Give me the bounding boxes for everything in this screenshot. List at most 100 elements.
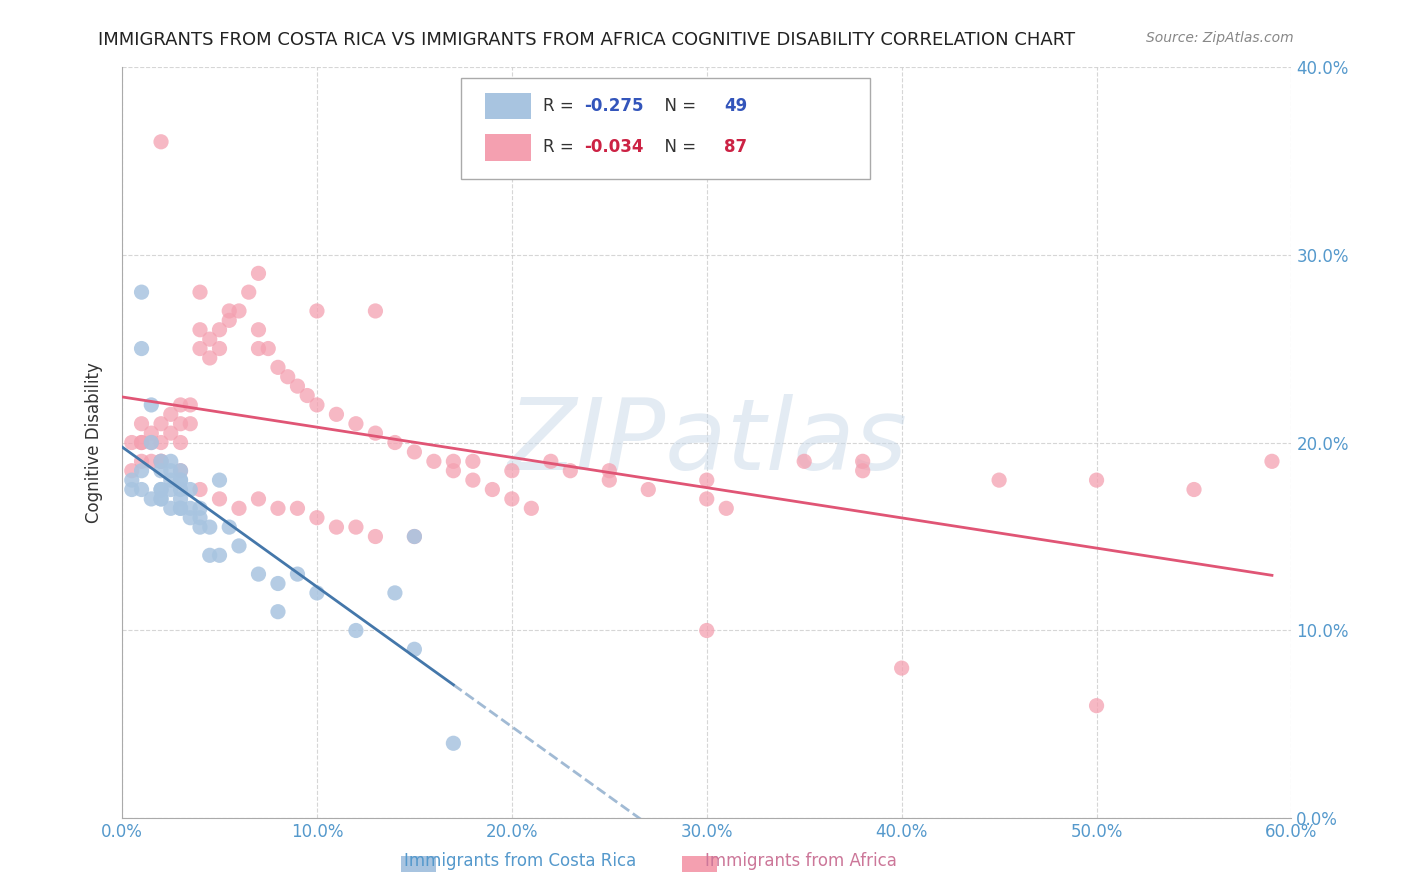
Point xyxy=(169,464,191,478)
Point xyxy=(228,304,250,318)
Point xyxy=(188,342,211,356)
Point xyxy=(852,454,875,468)
Point xyxy=(169,473,191,487)
Point xyxy=(131,417,153,431)
Point xyxy=(890,661,912,675)
FancyBboxPatch shape xyxy=(485,93,531,120)
Point xyxy=(344,520,367,534)
Point xyxy=(131,342,153,356)
Point xyxy=(198,351,221,365)
Point xyxy=(1182,483,1205,497)
Point xyxy=(159,473,181,487)
Point xyxy=(159,464,181,478)
Point xyxy=(150,435,173,450)
Point xyxy=(257,342,280,356)
Point xyxy=(188,483,211,497)
Point xyxy=(169,473,191,487)
Point xyxy=(188,520,211,534)
Point xyxy=(267,360,290,375)
Point xyxy=(150,417,173,431)
Text: Source: ZipAtlas.com: Source: ZipAtlas.com xyxy=(1146,31,1294,45)
Point xyxy=(247,266,270,280)
Point xyxy=(131,285,153,300)
Text: N =: N = xyxy=(654,138,702,156)
Point xyxy=(169,501,191,516)
Point xyxy=(228,501,250,516)
Point xyxy=(344,417,367,431)
Point xyxy=(441,736,464,750)
FancyBboxPatch shape xyxy=(485,135,531,161)
Point xyxy=(267,605,290,619)
Point xyxy=(305,586,328,600)
Point xyxy=(696,473,718,487)
Point xyxy=(384,586,406,600)
Point xyxy=(404,642,426,657)
Point xyxy=(150,483,173,497)
Point xyxy=(159,483,181,497)
Point xyxy=(404,529,426,543)
Point xyxy=(364,426,387,441)
Point xyxy=(198,520,221,534)
Point xyxy=(287,567,309,582)
Point xyxy=(716,501,738,516)
Point xyxy=(305,398,328,412)
Point xyxy=(364,529,387,543)
Point xyxy=(238,285,260,300)
Point xyxy=(150,483,173,497)
Point xyxy=(208,491,231,506)
Point xyxy=(179,501,201,516)
Point xyxy=(560,464,582,478)
Point xyxy=(150,135,173,149)
Point xyxy=(141,426,163,441)
Point xyxy=(404,445,426,459)
Point xyxy=(540,454,562,468)
Point xyxy=(441,454,464,468)
Point xyxy=(696,491,718,506)
Point xyxy=(141,435,163,450)
Point xyxy=(404,529,426,543)
Text: -0.034: -0.034 xyxy=(583,138,644,156)
Point xyxy=(198,549,221,563)
Point xyxy=(208,473,231,487)
Point xyxy=(150,454,173,468)
Point xyxy=(141,454,163,468)
Point xyxy=(988,473,1011,487)
Text: 49: 49 xyxy=(724,96,748,115)
Point xyxy=(461,454,484,468)
Text: IMMIGRANTS FROM COSTA RICA VS IMMIGRANTS FROM AFRICA COGNITIVE DISABILITY CORREL: IMMIGRANTS FROM COSTA RICA VS IMMIGRANTS… xyxy=(98,31,1076,49)
Point xyxy=(218,313,240,327)
Point xyxy=(520,501,543,516)
Point xyxy=(169,464,191,478)
Point xyxy=(364,304,387,318)
Point xyxy=(179,398,201,412)
Point xyxy=(150,491,173,506)
Text: R =: R = xyxy=(543,96,579,115)
Y-axis label: Cognitive Disability: Cognitive Disability xyxy=(86,362,103,523)
Point xyxy=(501,491,523,506)
Point xyxy=(247,567,270,582)
Point xyxy=(218,520,240,534)
Point xyxy=(179,483,201,497)
Text: N =: N = xyxy=(654,96,702,115)
Point xyxy=(305,304,328,318)
Point xyxy=(150,454,173,468)
Point xyxy=(131,435,153,450)
Point xyxy=(131,454,153,468)
Point xyxy=(325,408,347,422)
Point xyxy=(598,473,620,487)
Text: Immigrants from Costa Rica: Immigrants from Costa Rica xyxy=(404,852,637,870)
Point xyxy=(228,539,250,553)
Point xyxy=(793,454,815,468)
Point xyxy=(188,501,211,516)
Point xyxy=(121,473,143,487)
Text: R =: R = xyxy=(543,138,579,156)
Point xyxy=(344,624,367,638)
Point xyxy=(461,473,484,487)
Point xyxy=(121,435,143,450)
Point xyxy=(305,510,328,524)
Point xyxy=(1085,473,1108,487)
Point xyxy=(501,464,523,478)
Point xyxy=(208,549,231,563)
Point xyxy=(150,491,173,506)
Point xyxy=(131,464,153,478)
